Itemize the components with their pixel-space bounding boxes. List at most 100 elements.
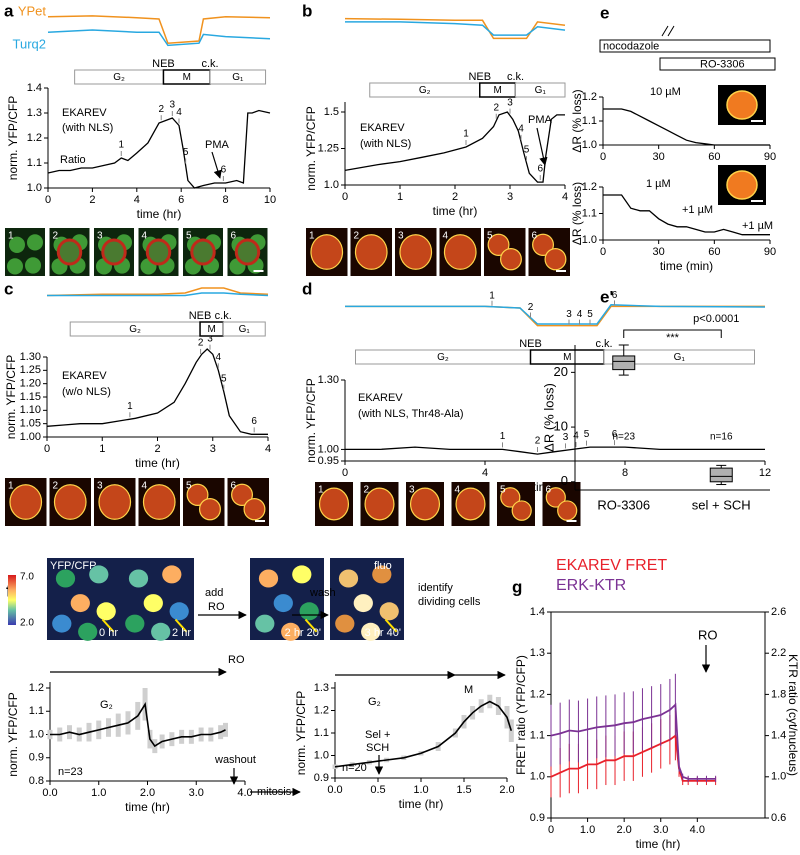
image-label: 1 bbox=[8, 231, 14, 242]
image-label: 2 bbox=[354, 231, 360, 242]
legend-entry: Turq2 bbox=[13, 36, 46, 51]
marker-label: 5 bbox=[183, 147, 189, 158]
annotation: EKAREV bbox=[62, 370, 107, 382]
annotation: 1 µM bbox=[646, 178, 671, 190]
marker-label: 3 bbox=[170, 100, 176, 111]
cell bbox=[145, 238, 172, 266]
cell bbox=[273, 594, 293, 613]
annotation: PMA bbox=[528, 114, 553, 126]
image-label: 5 bbox=[186, 481, 192, 492]
cell bbox=[726, 90, 758, 120]
x-tick-label: 1 bbox=[397, 191, 403, 203]
x-tick-label: 0 bbox=[600, 151, 606, 163]
marker-label: 3 bbox=[207, 333, 213, 344]
marker-label: 2 bbox=[535, 436, 541, 447]
annotation: EKAREV bbox=[62, 107, 107, 119]
image-note: YFP/CFP bbox=[50, 560, 96, 572]
data-line bbox=[603, 194, 770, 236]
y-axis-label: norm. YFP/CFP bbox=[6, 96, 20, 180]
y-tick-label: 1.0 bbox=[582, 139, 597, 151]
y-tick-label: 1.1 bbox=[582, 207, 597, 219]
cell bbox=[186, 483, 209, 506]
event-label: c.k. bbox=[507, 71, 524, 83]
fluorescence-line bbox=[47, 15, 271, 44]
y-tick-label: 1.1 bbox=[314, 727, 329, 739]
event-label: NEB bbox=[152, 58, 175, 70]
y-tick-label: 1.30 bbox=[20, 351, 41, 363]
y-tick-label: 1.2 bbox=[582, 91, 597, 103]
cell bbox=[399, 234, 433, 270]
y-axis-label: norm. YFP/CFP bbox=[304, 106, 318, 190]
phase-label: G₂ bbox=[437, 352, 449, 363]
panel-label: e bbox=[600, 3, 609, 22]
marker-label: 4 bbox=[573, 431, 579, 442]
x-tick-label: 1 bbox=[99, 443, 105, 455]
event-label: c.k. bbox=[595, 338, 612, 350]
x-tick-label: 60 bbox=[708, 246, 720, 258]
image-label: 1 bbox=[309, 231, 315, 242]
panel-label: c bbox=[4, 279, 13, 298]
cell bbox=[162, 565, 182, 584]
marker-label: 2 bbox=[158, 104, 164, 115]
x-tick-label: 4 bbox=[134, 194, 140, 206]
marker-label: 6 bbox=[537, 164, 543, 175]
cell bbox=[27, 234, 43, 251]
arrow bbox=[211, 151, 222, 179]
data-line bbox=[46, 348, 268, 435]
image-label: 6 bbox=[231, 481, 237, 492]
cell bbox=[70, 594, 90, 613]
cell bbox=[53, 484, 87, 520]
x-tick-label: 90 bbox=[764, 151, 776, 163]
cell bbox=[500, 248, 522, 271]
n-label: n=16 bbox=[710, 432, 733, 443]
image-note: fluo bbox=[374, 560, 392, 572]
annotation: RO bbox=[228, 654, 245, 666]
image-label: 4 bbox=[142, 231, 148, 242]
cell bbox=[281, 622, 301, 641]
y-axis-label: ΔR (% loss) bbox=[541, 383, 556, 452]
image-label: 4 bbox=[142, 481, 148, 492]
y-tick-label: 1.5 bbox=[324, 106, 339, 118]
annotation: washout bbox=[214, 754, 256, 766]
image-label: 2 bbox=[53, 481, 59, 492]
y-tick-label: 1.25 bbox=[20, 364, 41, 376]
x-tick-label: 0 bbox=[548, 824, 554, 836]
cell bbox=[443, 234, 477, 270]
cell bbox=[335, 614, 355, 633]
panel-label: e' bbox=[600, 287, 614, 306]
marker-label: 1 bbox=[489, 290, 495, 301]
y-axis-label: ΔR (% loss) bbox=[570, 89, 584, 152]
marker-label: 6 bbox=[251, 416, 257, 427]
box bbox=[612, 355, 636, 371]
x-tick-label: 60 bbox=[708, 151, 720, 163]
cell bbox=[143, 594, 163, 613]
legend-entry: YPet bbox=[18, 3, 47, 18]
drug-bar bbox=[659, 57, 776, 71]
drug-label: nocodazole bbox=[603, 40, 659, 52]
y-tick-label: 0.9 bbox=[314, 772, 329, 784]
legend-entry: ERK-KTR bbox=[556, 577, 626, 594]
panel-label: a bbox=[4, 1, 14, 20]
x-tick-label: 0.0 bbox=[42, 787, 57, 799]
x-tick-label: 10 bbox=[264, 194, 276, 206]
y-tick-label: 1.05 bbox=[20, 418, 41, 430]
marker-label: 4 bbox=[518, 124, 524, 135]
image-label: 1 bbox=[8, 481, 14, 492]
box bbox=[709, 467, 733, 483]
annotation: PMA bbox=[205, 139, 230, 151]
cell bbox=[299, 602, 319, 621]
colorbar-label: 7.0 bbox=[20, 572, 34, 583]
annotation: Sel + bbox=[365, 729, 390, 741]
panel-label: d bbox=[302, 279, 312, 298]
y-tick-label: 1.3 bbox=[27, 107, 42, 119]
data-line bbox=[47, 109, 271, 189]
y-tick-label: 1.3 bbox=[314, 682, 329, 694]
cell-cycle-phase bbox=[515, 82, 566, 98]
cell bbox=[56, 238, 83, 266]
x-tick-label: 2.0 bbox=[140, 787, 155, 799]
cell bbox=[726, 170, 758, 200]
image-label: 2 hr 20' bbox=[285, 627, 321, 639]
x-axis-label: time (hr) bbox=[137, 207, 182, 221]
cell bbox=[255, 614, 275, 633]
image-label: 3 bbox=[97, 231, 103, 242]
